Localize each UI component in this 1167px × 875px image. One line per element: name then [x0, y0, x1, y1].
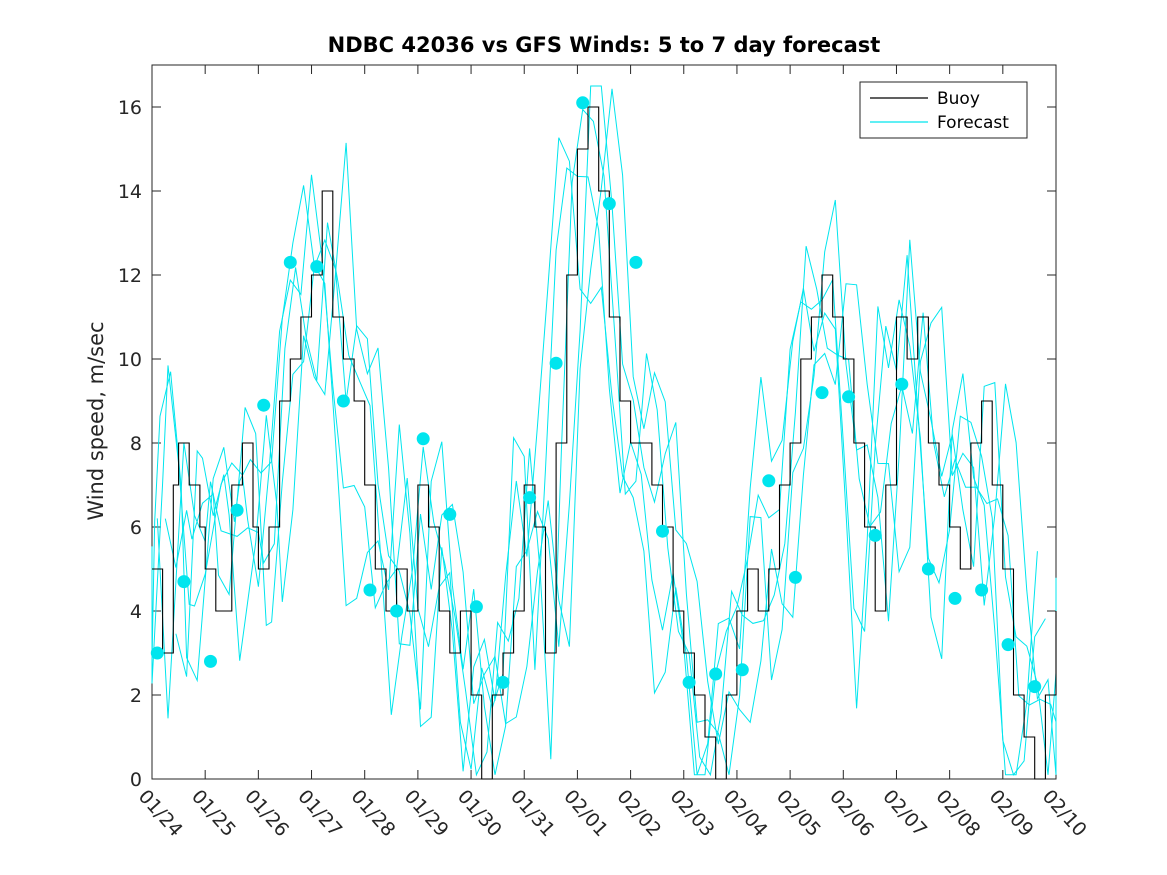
y-tick-label: 2 — [130, 685, 142, 707]
forecast-point — [895, 377, 909, 391]
forecast-point — [842, 390, 856, 404]
forecast-point — [656, 524, 669, 538]
y-tick-label: 0 — [130, 769, 142, 791]
forecast-point — [788, 570, 802, 584]
legend-box — [859, 81, 1028, 139]
y-axis-label: Wind speed, m/sec — [84, 321, 108, 520]
legend: Buoy Forecast — [859, 81, 1028, 139]
legend-buoy-label: Buoy — [937, 89, 980, 109]
forecast-dots — [150, 96, 1042, 694]
forecast-point — [576, 96, 590, 110]
forecast-lines — [151, 85, 1057, 777]
forecast-point — [257, 398, 271, 412]
forecast-point — [390, 604, 404, 618]
forecast-point — [709, 667, 723, 681]
forecast-point — [1001, 638, 1015, 652]
forecast-point — [416, 432, 430, 446]
forecast-point — [363, 583, 377, 597]
forecast-trace — [151, 137, 1038, 776]
chart-title: NDBC 42036 vs GFS Winds: 5 to 7 day fore… — [328, 33, 881, 57]
y-tick-label: 8 — [130, 433, 142, 455]
forecast-point — [204, 654, 217, 668]
forecast-point — [549, 356, 563, 370]
forecast-point — [815, 386, 829, 400]
forecast-point — [868, 528, 882, 542]
forecast-point — [975, 583, 989, 597]
forecast-trace — [156, 108, 1057, 777]
forecast-point — [469, 600, 483, 614]
forecast-trace — [175, 88, 1057, 775]
y-tick-label: 6 — [130, 517, 142, 539]
forecast-point — [496, 675, 510, 689]
forecast-point — [150, 646, 164, 660]
y-tick-label: 4 — [130, 601, 142, 623]
forecast-point — [1028, 680, 1042, 694]
forecast-point — [443, 507, 457, 521]
forecast-point — [602, 197, 616, 211]
buoy-line — [152, 106, 1057, 780]
forecast-point — [682, 675, 696, 689]
forecast-point — [735, 663, 749, 677]
forecast-point — [921, 562, 935, 576]
y-tick-label: 10 — [118, 349, 142, 371]
legend-forecast-label: Forecast — [937, 113, 1009, 133]
buoy-series — [152, 106, 1057, 780]
forecast-point — [629, 255, 643, 269]
y-tick-label: 14 — [118, 181, 142, 203]
plot-area — [151, 64, 1057, 780]
forecast-point — [336, 394, 350, 408]
plot-frame — [151, 64, 1057, 780]
forecast-point — [283, 255, 297, 269]
y-tick-label: 12 — [118, 265, 142, 287]
forecast-point — [230, 503, 244, 517]
forecast-point — [523, 491, 537, 505]
y-tick-label: 16 — [118, 97, 142, 119]
forecast-point — [310, 260, 324, 274]
forecast-point — [948, 591, 962, 605]
forecast-point — [762, 474, 776, 488]
forecast-point — [177, 575, 191, 589]
